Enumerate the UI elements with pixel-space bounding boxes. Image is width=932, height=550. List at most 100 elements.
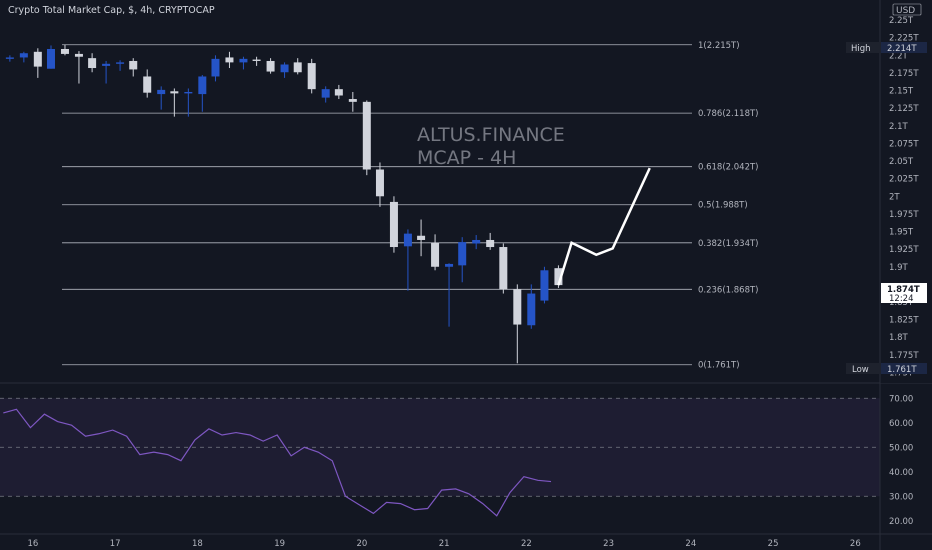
candle-body: [403, 233, 412, 247]
candle-body: [198, 76, 207, 95]
rsi-tick-label: 30.00: [889, 492, 913, 502]
candle-up: [527, 284, 536, 329]
candle-down: [362, 100, 371, 176]
candle-down: [60, 44, 69, 56]
time-tick-label: 21: [439, 539, 450, 549]
price-tick-label: 1.9T: [889, 263, 909, 273]
current-price-marker: 1.874T 12:24: [881, 283, 927, 304]
time-axis[interactable]: 16 17 18 19 20 21 22 23 24 25 26: [27, 539, 860, 549]
candle-down: [225, 51, 234, 69]
candle-down: [486, 232, 495, 250]
candle-up: [403, 229, 412, 291]
candle-body: [46, 48, 55, 69]
rsi-tick-label: 20.00: [889, 517, 913, 527]
candle-down: [143, 69, 152, 98]
price-tick-label: 2.125T: [889, 104, 919, 114]
currency-label: USD: [896, 6, 915, 16]
candle-down: [348, 91, 357, 112]
candle-down: [417, 219, 426, 257]
rsi-axis-ticks: 70.00 60.00 50.00 40.00 30.00 20.00: [889, 394, 913, 527]
candle-up: [198, 75, 207, 112]
time-tick-label: 26: [850, 539, 861, 549]
candle-up: [445, 263, 454, 327]
candle-body: [527, 293, 536, 326]
candle-body: [116, 62, 125, 64]
candle-body: [445, 263, 454, 267]
low-value: 1.761T: [887, 365, 917, 375]
price-tick-label: 2T: [889, 192, 900, 202]
candle-down: [513, 284, 522, 364]
candle-up: [102, 60, 111, 84]
low-tag-label: Low: [852, 365, 869, 375]
candle-body: [143, 76, 152, 93]
time-tick-label: 19: [274, 539, 285, 549]
fib-level-label: 0.618(2.042T): [698, 163, 759, 173]
candle-body: [5, 57, 14, 59]
watermark-line-2: MCAP - 4H: [417, 147, 516, 169]
candle-body: [362, 101, 371, 170]
candle-body: [499, 247, 508, 290]
candle-body: [431, 242, 440, 267]
fib-level-label: 0.5(1.988T): [698, 201, 748, 211]
price-axis[interactable]: [880, 0, 932, 383]
candle-body: [389, 201, 398, 248]
rsi-tick-label: 50.00: [889, 443, 913, 453]
price-tick-label: 2.025T: [889, 175, 919, 185]
candle-up: [46, 45, 55, 69]
time-tick-label: 16: [27, 539, 38, 549]
candle-down: [293, 58, 302, 75]
price-tick-label: 2.15T: [889, 87, 914, 97]
candle-body: [74, 53, 83, 57]
price-tick-label: 2.2T: [889, 51, 909, 61]
candle-body: [184, 91, 193, 94]
current-price-value: 1.874T: [887, 285, 920, 295]
time-tick-label: 24: [685, 539, 696, 549]
candle-up: [321, 86, 330, 103]
chart-title: Crypto Total Market Cap, $, 4h, CRYPTOCA…: [8, 5, 215, 16]
bar-countdown: 12:24: [889, 294, 914, 304]
low-value-tag: [881, 363, 927, 374]
candle-down: [334, 84, 343, 100]
candle-body: [458, 242, 467, 266]
rsi-line: [3, 408, 552, 517]
candle-body: [239, 58, 248, 63]
candle-body: [293, 62, 302, 73]
candle-up: [239, 56, 248, 70]
current-price-tag: [881, 283, 927, 303]
time-tick-label: 25: [768, 539, 779, 549]
candle-up: [211, 55, 220, 82]
candle-body: [225, 57, 234, 63]
fib-level-label: 0.236(1.868T): [698, 285, 759, 295]
rsi-tick-label: 60.00: [889, 419, 913, 429]
candle-up: [157, 86, 166, 110]
candle-down: [129, 58, 138, 77]
time-tick-label: 22: [521, 539, 532, 549]
price-tick-label: 2.175T: [889, 69, 919, 79]
candle-body: [334, 89, 343, 96]
price-tick-label: 2.05T: [889, 157, 914, 167]
time-tick-label: 23: [603, 539, 614, 549]
price-tick-label: 2.075T: [889, 139, 919, 149]
watermark-line-1: ALTUS.FINANCE: [417, 124, 565, 146]
candle-body: [252, 59, 261, 61]
candle-body: [157, 89, 166, 95]
price-tick-label: 1.975T: [889, 210, 919, 220]
candle-up: [116, 60, 125, 71]
candle-body: [129, 60, 138, 70]
time-tick-label: 18: [192, 539, 203, 549]
candle-body: [266, 60, 275, 72]
candle-body: [375, 169, 384, 197]
candle-body: [60, 48, 69, 54]
candle-body: [472, 239, 481, 244]
candle-body: [554, 268, 563, 286]
candle-up: [458, 237, 467, 283]
candle-up: [184, 88, 193, 117]
candle-down: [499, 243, 508, 294]
fib-level-label: 0.786(2.118T): [698, 109, 759, 119]
candle-up: [472, 235, 481, 250]
candle-up: [5, 55, 14, 62]
high-tag-label: High: [851, 44, 871, 54]
time-tick-label: 17: [110, 539, 121, 549]
candle-up: [280, 62, 289, 78]
